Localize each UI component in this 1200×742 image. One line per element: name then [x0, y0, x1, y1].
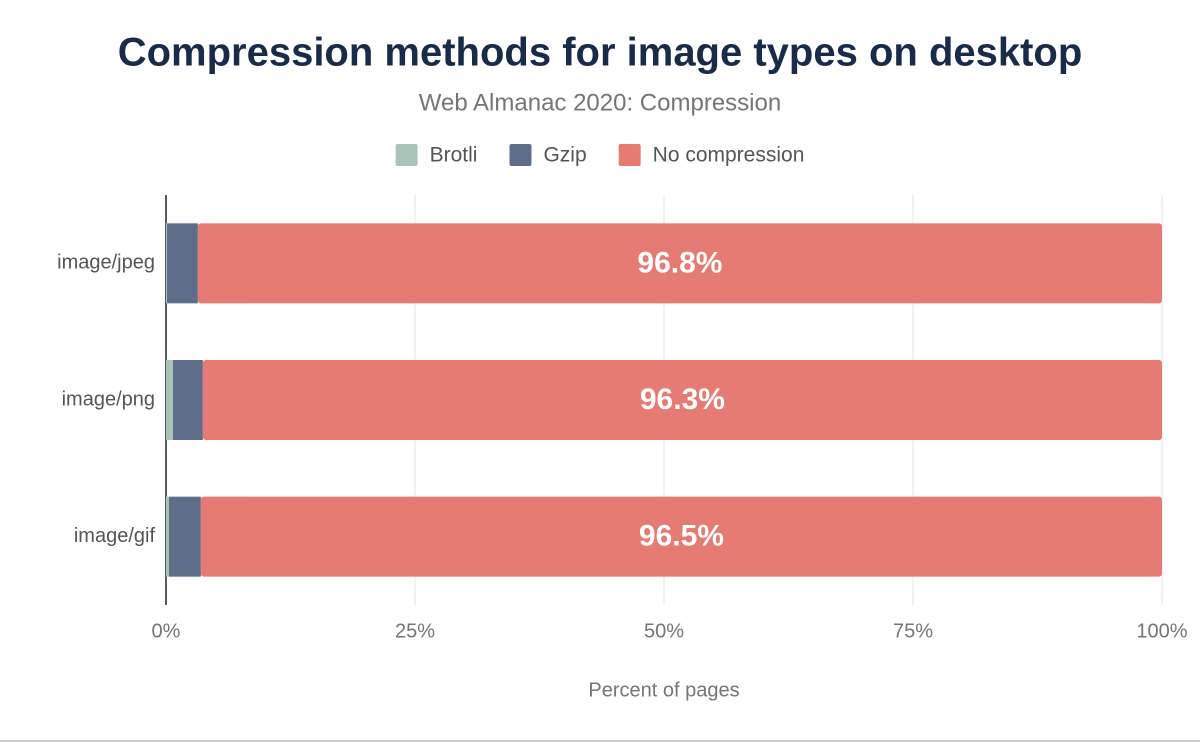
- legend-swatch: [509, 144, 532, 166]
- bar-segment: [202, 360, 1163, 440]
- chart-title: Compression methods for image types on d…: [118, 31, 1083, 75]
- value-label: 96.3%: [640, 383, 725, 416]
- bar-segment: [166, 496, 169, 577]
- x-tick-label: 25%: [395, 620, 435, 642]
- x-tick-label: 50%: [644, 620, 684, 642]
- x-tick-label: 75%: [893, 620, 933, 642]
- x-tick-label: 100%: [1136, 620, 1187, 642]
- bar-segment: [166, 223, 167, 304]
- legend-swatch: [618, 144, 641, 166]
- chart-subtitle: Web Almanac 2020: Compression: [419, 89, 781, 116]
- bar-segment: [166, 223, 198, 304]
- bar-segment: [172, 360, 203, 440]
- bar-segment: [168, 496, 201, 577]
- x-axis-title: Percent of pages: [588, 679, 739, 701]
- value-label: 96.5%: [639, 520, 724, 553]
- value-label: 96.8%: [637, 246, 722, 279]
- legend-swatch: [395, 144, 418, 166]
- y-tick-label: image/png: [62, 388, 155, 410]
- legend-label: No compression: [653, 144, 805, 167]
- legend-label: Brotli: [430, 144, 478, 167]
- y-tick-label: image/jpeg: [57, 252, 155, 274]
- legend-label: Gzip: [543, 144, 586, 167]
- x-tick-label: 0%: [152, 620, 181, 642]
- legend: Brotli Gzip No compression: [395, 144, 805, 167]
- bar-segment: [166, 360, 173, 440]
- bar-segment: [197, 223, 1162, 304]
- bar-segment: [200, 496, 1163, 577]
- y-tick-label: image/gif: [74, 525, 156, 547]
